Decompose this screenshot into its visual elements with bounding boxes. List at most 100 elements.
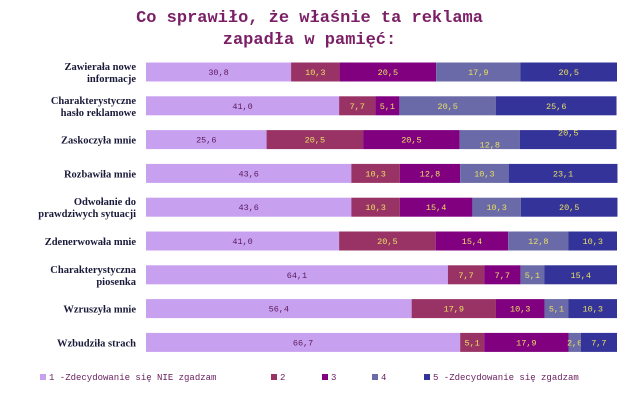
bar-segment-5 [520, 197, 618, 217]
bar-segment-3 [375, 96, 400, 116]
data-label: 64,1 [287, 271, 307, 281]
bar-segment-3 [435, 231, 509, 251]
bar-segment-3 [339, 62, 437, 82]
chart-title: Co sprawiło, że właśnie ta reklama zapad… [0, 8, 619, 52]
category-label: Odwołanie do prawdziwych sytuacji [38, 197, 136, 220]
bar-segment-5 [520, 62, 617, 82]
data-label: 10,3 [305, 68, 325, 78]
bar-segment-5 [495, 96, 617, 116]
legend-label-1: 1 -Zdecydowanie się NIE zgadzam [49, 373, 216, 383]
data-label: 10,3 [510, 305, 530, 315]
bar-segment-5 [568, 299, 617, 319]
bar-segment-1 [146, 96, 340, 116]
legend-label-4: 4 [381, 373, 386, 383]
bar-segment-5 [544, 265, 617, 285]
category-label: Zaskoczyła mnie [61, 136, 136, 147]
bar-segment-4 [436, 62, 521, 82]
data-label: 56,4 [269, 305, 289, 315]
bar-segment-4 [520, 265, 545, 285]
bar-segment-3 [484, 265, 521, 285]
bar-segment-4 [508, 231, 569, 251]
legend-label-5: 5 -Zdecydowanie się zgadzam [433, 373, 579, 383]
data-label: 66,7 [293, 338, 313, 348]
chart-title-line-1: Co sprawiło, że właśnie ta reklama [136, 9, 483, 28]
chart-title-line-2: zapadła w pamięć: [222, 31, 397, 50]
data-label: 20,5 [378, 68, 398, 78]
legend-swatch-4 [372, 374, 378, 380]
data-label: 2,6 [567, 338, 582, 348]
bar-segment-3 [363, 130, 460, 150]
bar-segment-2 [351, 163, 400, 183]
bar-segment-1 [146, 231, 340, 251]
legend-swatch-3 [322, 374, 328, 380]
data-label: 7,7 [458, 271, 473, 281]
data-label: 25,6 [196, 136, 216, 146]
bar-segment-1 [146, 130, 267, 150]
data-label: 20,5 [305, 136, 325, 146]
bar-segment-3 [484, 332, 569, 352]
data-label: 30,8 [208, 68, 228, 78]
data-label: 12,8 [420, 169, 440, 179]
bar-segment-1 [146, 62, 292, 82]
data-label: 17,9 [516, 338, 536, 348]
bar-segment-5 [568, 231, 617, 251]
data-label: 41,0 [232, 102, 252, 112]
bar-segment-4 [472, 197, 521, 217]
data-label: 20,5 [401, 136, 421, 146]
data-label: 10,3 [583, 237, 603, 247]
data-label: 20,5 [437, 102, 457, 112]
data-label: 10,3 [474, 169, 494, 179]
category-label: Rozbawiła mnie [64, 169, 136, 180]
bar-segment-2 [339, 231, 436, 251]
data-label: 5,1 [549, 305, 564, 315]
legend-swatch-5 [424, 374, 430, 380]
data-label: 10,3 [365, 169, 385, 179]
data-label: 43,6 [238, 203, 258, 213]
bar-segment-2 [351, 197, 400, 217]
data-label: 10,3 [486, 203, 506, 213]
bar-segment-4 [399, 96, 496, 116]
data-label: 41,0 [232, 237, 252, 247]
data-label: 17,9 [444, 305, 464, 315]
data-label: 12,8 [528, 237, 548, 247]
bar-segment-5 [519, 130, 617, 150]
bar-segment-2 [266, 130, 364, 150]
bar-segment-2 [411, 299, 496, 319]
category-label: Wzruszyła mnie [63, 305, 136, 316]
data-label: 5,1 [525, 271, 540, 281]
bar-segment-4 [459, 130, 520, 150]
data-label: 20,5 [559, 203, 579, 213]
category-label: Zdenerwowała mnie [45, 237, 137, 248]
data-label: 20,5 [377, 237, 397, 247]
data-label: 7,7 [350, 102, 365, 112]
bar-segment-1 [146, 332, 461, 352]
data-label: 10,3 [365, 203, 385, 213]
data-label: 7,7 [591, 338, 606, 348]
bar-segment-3 [399, 197, 473, 217]
data-label: 7,7 [495, 271, 510, 281]
data-label: 20,5 [558, 129, 578, 139]
data-label: 23,1 [553, 169, 573, 179]
data-label: 10,3 [583, 305, 603, 315]
legend-label-3: 3 [331, 373, 336, 383]
data-label: 17,9 [468, 68, 488, 78]
bar-segment-4 [544, 299, 569, 319]
bar-segment-2 [460, 332, 485, 352]
legend-label-2: 2 [280, 373, 285, 383]
bar-segment-1 [146, 197, 352, 217]
legend-swatch-1 [40, 374, 46, 380]
data-label: 5,1 [465, 338, 480, 348]
bar-segment-4 [460, 163, 509, 183]
bar-segment-2 [291, 62, 340, 82]
data-label: 43,6 [238, 169, 258, 179]
category-label: Zawierała nowe informacje [65, 62, 137, 85]
data-label: 15,4 [571, 271, 591, 281]
legend-swatch-2 [271, 374, 277, 380]
data-label: 5,1 [380, 102, 395, 112]
bar-segment-3 [495, 299, 545, 319]
category-label: Charakterystyczna piosenka [50, 265, 136, 288]
category-label: Wzbudziła strach [57, 338, 136, 349]
category-label: Charakterystyczne hasło reklamowe [51, 96, 136, 119]
bar-segment-1 [146, 299, 412, 319]
